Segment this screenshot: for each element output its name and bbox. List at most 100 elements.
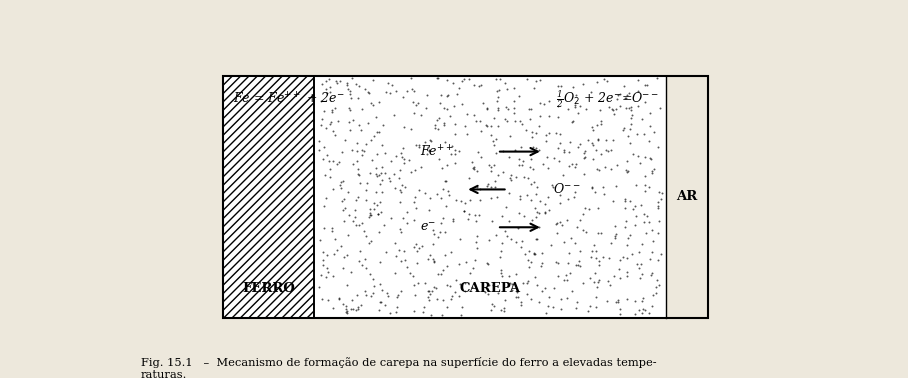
Point [366,77,380,83]
Point [619,95,634,101]
Point [337,218,351,225]
Point [626,206,640,212]
Point [438,178,452,184]
Point [559,295,574,301]
Point [340,310,354,316]
Point [619,158,634,164]
Point [421,147,436,153]
Point [597,191,611,197]
Point [323,174,338,180]
Point [602,104,617,110]
Point [639,230,654,236]
Point [564,288,578,294]
Point [447,103,461,109]
Point [336,301,350,307]
Point [381,175,396,181]
Point [405,86,419,92]
Point [385,82,400,88]
Point [321,76,336,82]
Point [455,286,469,292]
Point [577,154,592,160]
Point [444,151,459,157]
Point [587,189,602,195]
Point [591,137,606,143]
Point [548,130,563,136]
Point [330,78,344,84]
Point [553,192,568,198]
Point [507,105,521,111]
Point [388,270,402,276]
Point [422,148,437,154]
Point [350,158,364,164]
Point [323,84,338,90]
Point [601,277,616,284]
Point [340,81,354,87]
Point [394,150,409,156]
Point [439,106,454,112]
Point [541,194,556,200]
Point [633,275,647,281]
Point [383,178,398,184]
Point [345,218,360,225]
Point [471,149,486,155]
Point [608,106,623,112]
Point [498,204,513,211]
Point [571,262,586,268]
Point [359,265,373,271]
Point [472,83,487,89]
Point [326,305,340,311]
Point [533,113,548,119]
Point [550,260,565,266]
Point [421,297,436,303]
Point [336,178,350,184]
Point [613,103,627,109]
Point [333,185,348,191]
Point [375,142,390,148]
Point [340,232,355,238]
Point [469,184,484,190]
Point [429,296,444,302]
Point [554,305,568,311]
Point [618,218,633,224]
Point [508,147,522,153]
Point [371,211,386,217]
Point [609,299,624,305]
Point [332,296,347,302]
Point [516,158,530,164]
Point [354,106,369,112]
Point [418,139,432,145]
Point [331,158,346,164]
Point [394,189,409,195]
Point [480,122,495,129]
Point [333,179,348,185]
Point [609,231,624,237]
Point [514,245,528,251]
Point [392,248,407,254]
Point [560,260,575,266]
Point [375,164,390,170]
Point [415,243,429,249]
Point [487,115,501,121]
Point [624,104,638,110]
Point [650,231,665,237]
Point [559,277,574,283]
Point [452,281,467,287]
Point [572,103,587,109]
Point [396,156,410,162]
Point [360,180,374,186]
Text: Fe = Fe$^{++}$ + 2e$^{-}$: Fe = Fe$^{++}$ + 2e$^{-}$ [233,91,345,107]
Point [330,247,344,253]
Point [351,258,366,264]
Point [555,222,569,228]
Point [652,282,666,288]
Point [548,221,563,227]
Point [393,226,408,232]
Point [314,122,329,128]
Point [414,164,429,170]
Point [635,298,649,304]
Point [497,305,511,311]
Point [458,200,472,206]
Point [594,231,608,237]
Point [339,309,353,315]
Point [502,273,517,279]
